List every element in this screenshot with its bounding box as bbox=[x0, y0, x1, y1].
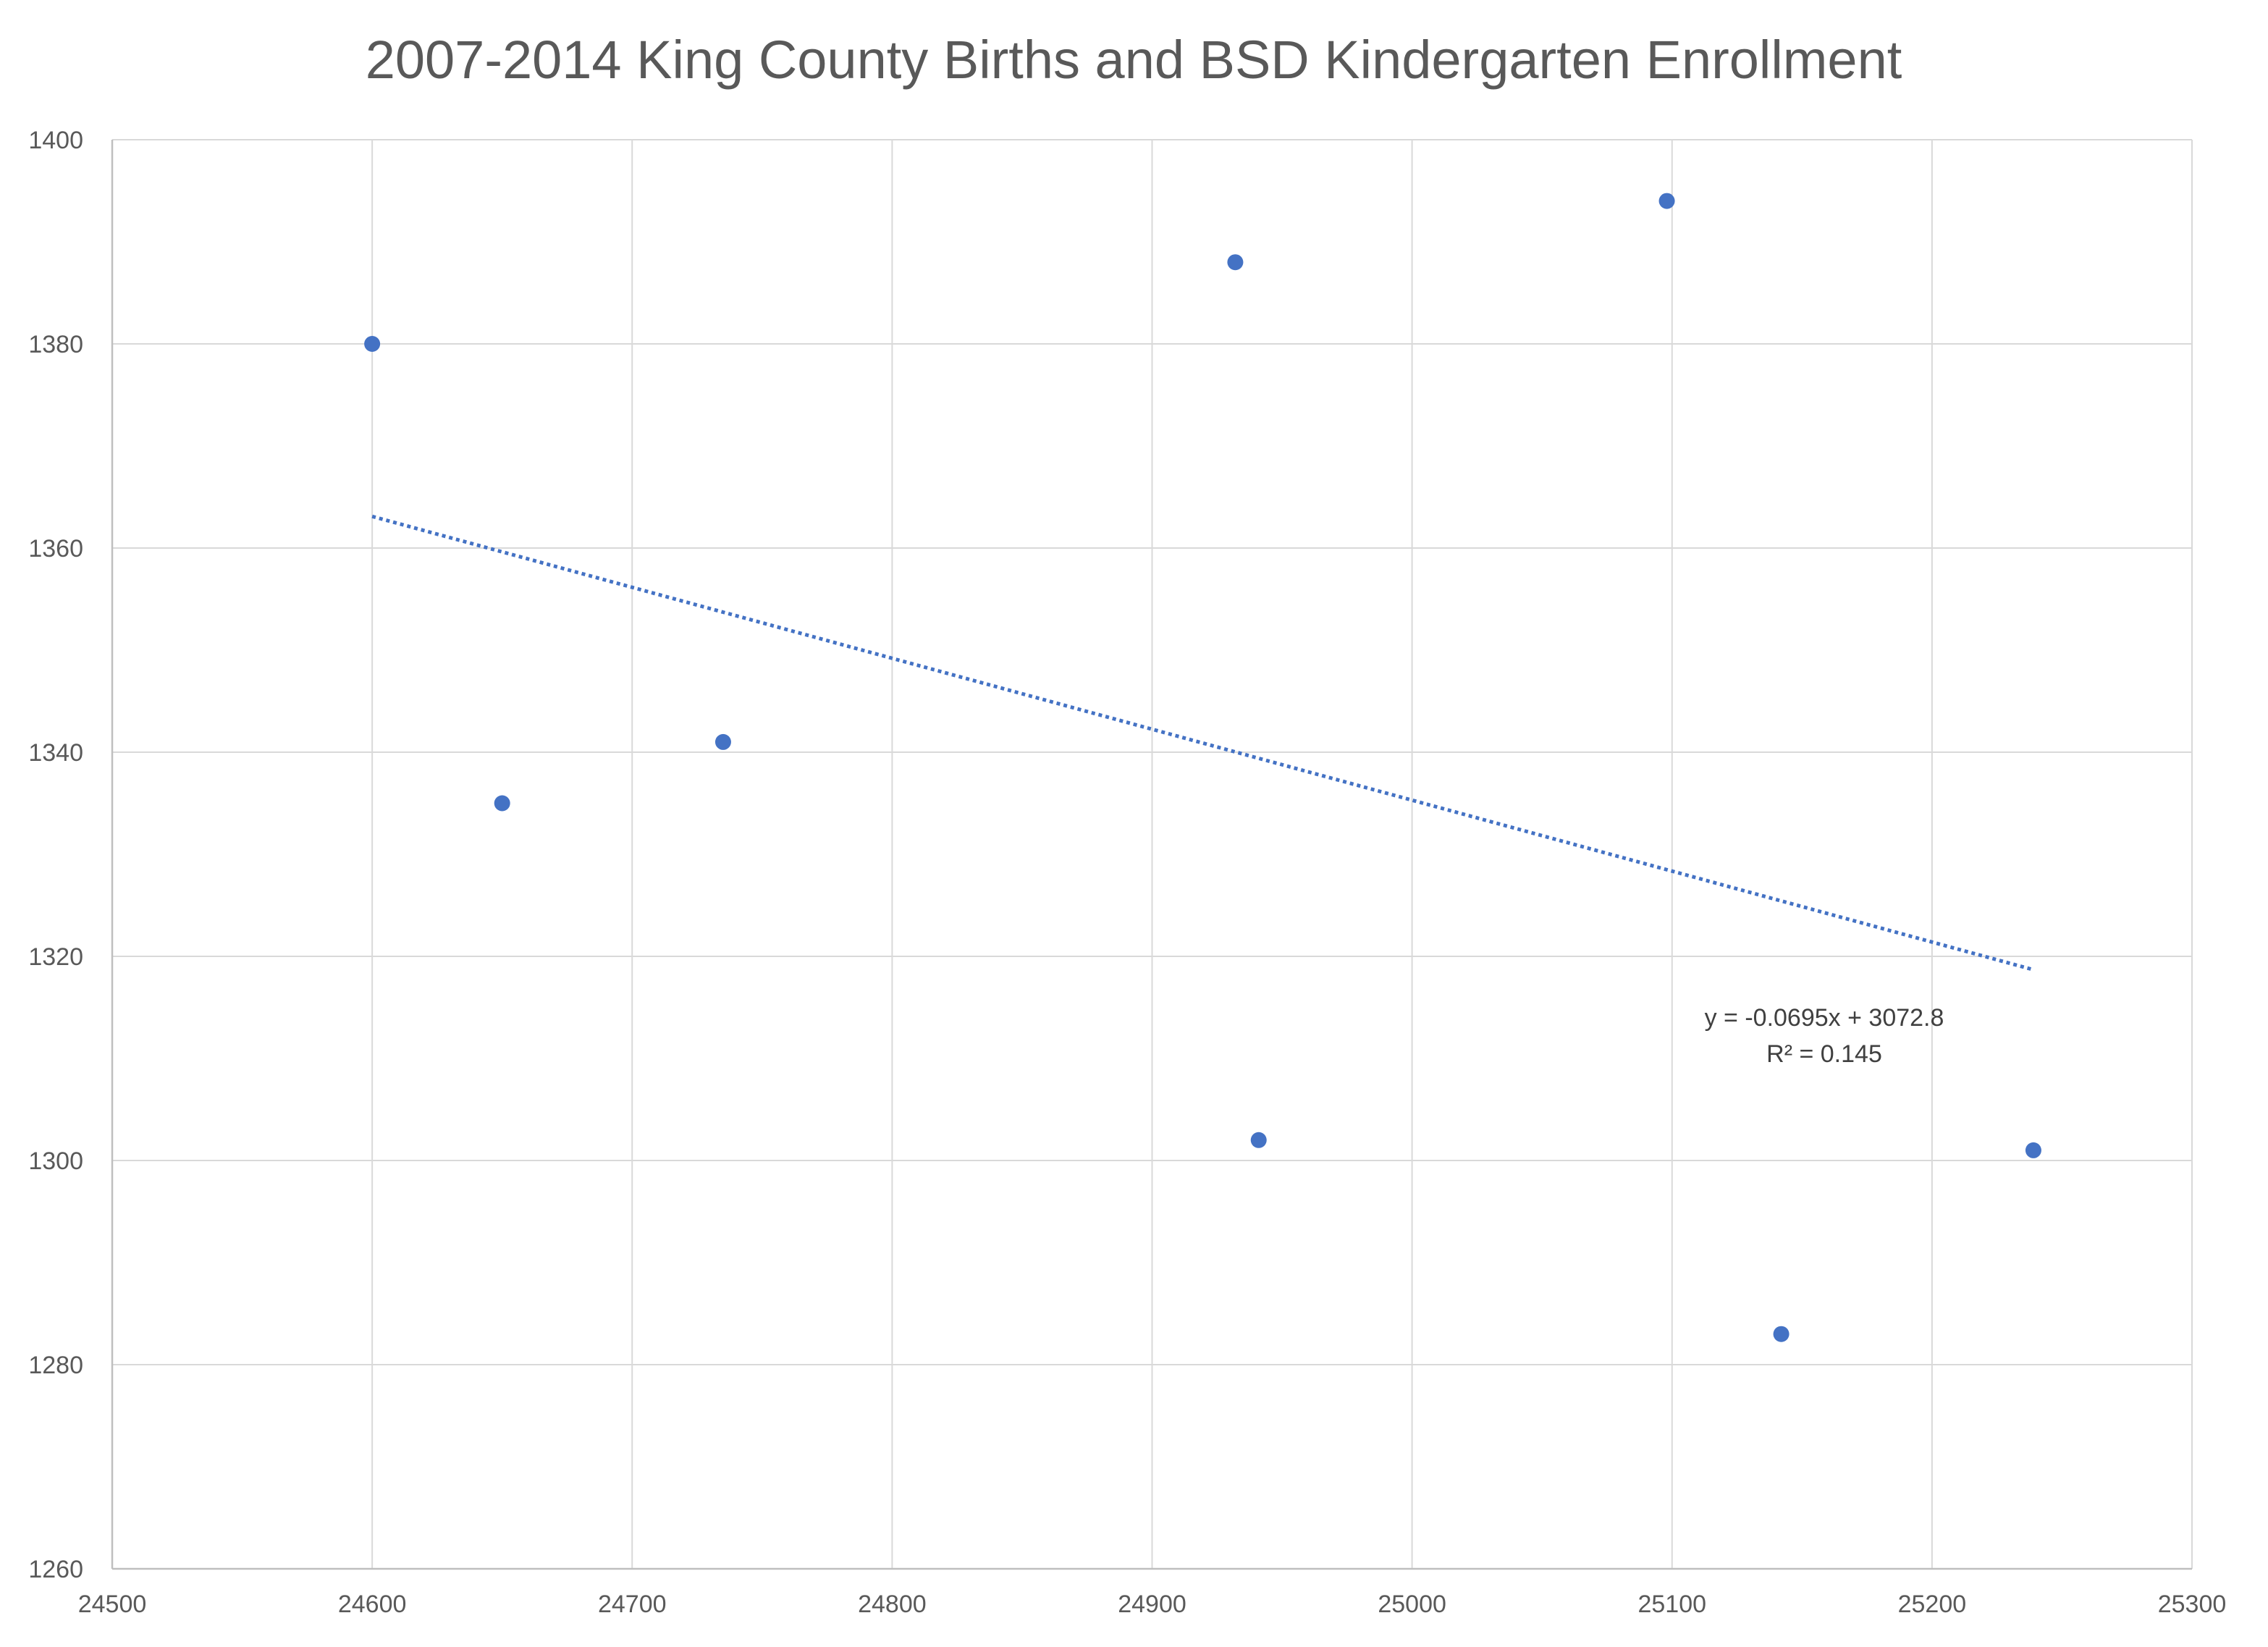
data-point bbox=[2025, 1142, 2041, 1158]
trendline bbox=[371, 514, 2034, 972]
chart-title: 2007-2014 King County Births and BSD Kin… bbox=[366, 30, 1902, 90]
data-point bbox=[1250, 1132, 1267, 1148]
x-tick-label: 25200 bbox=[1898, 1591, 1967, 1618]
x-tick-label: 24800 bbox=[858, 1591, 927, 1618]
data-points bbox=[364, 193, 2041, 1342]
data-point bbox=[1658, 193, 1675, 209]
axes bbox=[111, 140, 2192, 1570]
trendline-r-squared: R² = 0.145 bbox=[1766, 1040, 1882, 1068]
tick-labels: 24500 24600 24700 24800 24900 25000 25100 25200… bbox=[28, 127, 2226, 1618]
y-tick-label: 1340 bbox=[28, 739, 83, 767]
trendline-labels: y = -0.0695x + 3072.8 R² = 0.145 bbox=[1705, 1004, 1944, 1068]
y-tick-label: 1400 bbox=[28, 127, 83, 154]
data-point bbox=[364, 336, 381, 352]
y-tick-label: 1320 bbox=[28, 943, 83, 971]
y-tick-label: 1260 bbox=[28, 1556, 83, 1583]
x-tick-label: 25300 bbox=[2158, 1591, 2227, 1618]
data-point bbox=[714, 733, 731, 750]
x-tick-label: 24700 bbox=[598, 1591, 667, 1618]
y-tick-label: 1300 bbox=[28, 1147, 83, 1175]
y-tick-label: 1280 bbox=[28, 1352, 83, 1379]
data-point bbox=[1773, 1326, 1789, 1342]
data-point bbox=[1227, 254, 1244, 271]
x-tick-label: 24500 bbox=[78, 1591, 147, 1618]
x-tick-label: 24900 bbox=[1118, 1591, 1186, 1618]
x-tick-label: 25000 bbox=[1378, 1591, 1446, 1618]
x-tick-label: 24600 bbox=[338, 1591, 407, 1618]
y-tick-label: 1380 bbox=[28, 331, 83, 358]
trendline-group bbox=[371, 514, 2034, 972]
x-tick-label: 25100 bbox=[1637, 1591, 1706, 1618]
data-point bbox=[494, 795, 510, 812]
y-tick-label: 1360 bbox=[28, 535, 83, 563]
trendline-equation: y = -0.0695x + 3072.8 bbox=[1705, 1004, 1944, 1032]
gridlines bbox=[111, 139, 2193, 1570]
